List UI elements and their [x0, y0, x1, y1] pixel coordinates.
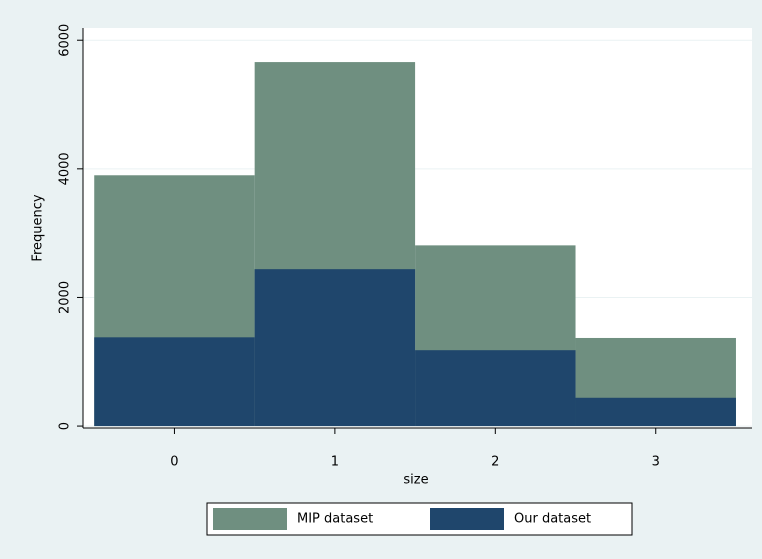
y-tick-label: 2000 — [58, 281, 73, 314]
legend-label: MIP dataset — [297, 512, 373, 527]
bar — [254, 269, 416, 427]
x-axis-label: size — [403, 473, 428, 488]
x-tick-label: 0 — [170, 455, 178, 470]
legend-swatch — [213, 508, 287, 530]
y-tick-label: 0 — [58, 422, 73, 430]
y-axis-label: Frequency — [31, 194, 46, 261]
bar — [575, 397, 736, 427]
x-tick-label: 1 — [331, 455, 339, 470]
x-tick-label: 3 — [652, 455, 660, 470]
bar — [415, 350, 576, 427]
legend-swatch — [430, 508, 504, 530]
y-tick-label: 4000 — [58, 152, 73, 185]
y-tick-label: 6000 — [58, 24, 73, 57]
bar — [94, 337, 255, 427]
legend-label: Our dataset — [514, 512, 591, 527]
x-tick-label: 2 — [491, 455, 499, 470]
